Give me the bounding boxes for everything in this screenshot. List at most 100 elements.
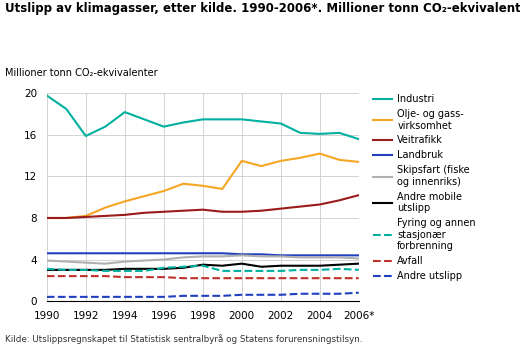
Industri: [278, 121, 284, 126]
Skipsfart (fiske
og innenriks): [336, 255, 343, 260]
Andre mobile
utslipp: [180, 266, 187, 270]
Skipsfart (fiske
og innenriks): [161, 257, 167, 262]
Industri: [102, 125, 109, 129]
Veitrafikk: [297, 204, 304, 209]
Andre mobile
utslipp: [102, 268, 109, 272]
Andre mobile
utslipp: [258, 265, 265, 269]
Andre mobile
utslipp: [122, 267, 128, 271]
Fyring og annen
stasjonær
forbrenning: [278, 269, 284, 273]
Andre utslipp: [297, 292, 304, 296]
Olje- og gass-
virksomhet: [219, 187, 226, 191]
Industri: [180, 120, 187, 125]
Line: Industri: Industri: [47, 95, 359, 139]
Andre utslipp: [83, 295, 89, 299]
Text: Millioner tonn CO₂-ekvivalenter: Millioner tonn CO₂-ekvivalenter: [5, 68, 158, 78]
Andre mobile
utslipp: [278, 264, 284, 268]
Landbruk: [356, 253, 362, 257]
Andre mobile
utslipp: [83, 268, 89, 272]
Olje- og gass-
virksomhet: [122, 199, 128, 203]
Skipsfart (fiske
og innenriks): [297, 255, 304, 260]
Olje- og gass-
virksomhet: [200, 184, 206, 188]
Veitrafikk: [336, 198, 343, 202]
Fyring og annen
stasjonær
forbrenning: [258, 269, 265, 273]
Avfall: [317, 276, 323, 280]
Andre mobile
utslipp: [200, 263, 206, 267]
Avfall: [83, 274, 89, 278]
Fyring og annen
stasjonær
forbrenning: [83, 268, 89, 272]
Landbruk: [317, 253, 323, 257]
Olje- og gass-
virksomhet: [317, 152, 323, 156]
Fyring og annen
stasjonær
forbrenning: [161, 266, 167, 270]
Industri: [219, 117, 226, 121]
Industri: [122, 110, 128, 114]
Fyring og annen
stasjonær
forbrenning: [102, 269, 109, 273]
Veitrafikk: [161, 210, 167, 214]
Andre utslipp: [219, 294, 226, 298]
Veitrafikk: [200, 208, 206, 212]
Industri: [83, 134, 89, 138]
Andre utslipp: [336, 292, 343, 296]
Andre mobile
utslipp: [239, 262, 245, 266]
Landbruk: [141, 251, 148, 255]
Industri: [63, 107, 70, 111]
Industri: [200, 117, 206, 121]
Skipsfart (fiske
og innenriks): [122, 260, 128, 264]
Andre utslipp: [278, 293, 284, 297]
Industri: [141, 117, 148, 121]
Veitrafikk: [83, 215, 89, 219]
Olje- og gass-
virksomhet: [180, 182, 187, 186]
Avfall: [200, 276, 206, 280]
Line: Landbruk: Landbruk: [47, 253, 359, 255]
Industri: [239, 117, 245, 121]
Andre mobile
utslipp: [297, 264, 304, 268]
Skipsfart (fiske
og innenriks): [180, 255, 187, 260]
Andre mobile
utslipp: [317, 264, 323, 268]
Avfall: [278, 276, 284, 280]
Veitrafikk: [356, 193, 362, 197]
Line: Fyring og annen
stasjonær
forbrenning: Fyring og annen stasjonær forbrenning: [47, 266, 359, 271]
Fyring og annen
stasjonær
forbrenning: [297, 268, 304, 272]
Olje- og gass-
virksomhet: [44, 216, 50, 220]
Industri: [44, 93, 50, 98]
Landbruk: [258, 252, 265, 256]
Andre utslipp: [356, 291, 362, 295]
Veitrafikk: [44, 216, 50, 220]
Skipsfart (fiske
og innenriks): [239, 253, 245, 257]
Landbruk: [297, 253, 304, 257]
Line: Skipsfart (fiske
og innenriks): Skipsfart (fiske og innenriks): [47, 255, 359, 264]
Industri: [317, 132, 323, 136]
Industri: [297, 131, 304, 135]
Avfall: [219, 276, 226, 280]
Fyring og annen
stasjonær
forbrenning: [63, 268, 70, 272]
Veitrafikk: [278, 207, 284, 211]
Fyring og annen
stasjonær
forbrenning: [356, 268, 362, 272]
Avfall: [122, 275, 128, 279]
Skipsfart (fiske
og innenriks): [102, 262, 109, 266]
Andre utslipp: [44, 295, 50, 299]
Olje- og gass-
virksomhet: [336, 158, 343, 162]
Avfall: [44, 274, 50, 278]
Avfall: [102, 274, 109, 278]
Line: Andre mobile
utslipp: Andre mobile utslipp: [47, 264, 359, 270]
Avfall: [161, 275, 167, 279]
Olje- og gass-
virksomhet: [258, 164, 265, 168]
Fyring og annen
stasjonær
forbrenning: [141, 269, 148, 273]
Olje- og gass-
virksomhet: [141, 194, 148, 198]
Veitrafikk: [63, 216, 70, 220]
Andre utslipp: [317, 292, 323, 296]
Skipsfart (fiske
og innenriks): [258, 254, 265, 258]
Landbruk: [122, 251, 128, 255]
Andre utslipp: [63, 295, 70, 299]
Fyring og annen
stasjonær
forbrenning: [44, 267, 50, 271]
Skipsfart (fiske
og innenriks): [44, 258, 50, 263]
Olje- og gass-
virksomhet: [102, 206, 109, 210]
Andre mobile
utslipp: [219, 264, 226, 268]
Andre mobile
utslipp: [336, 263, 343, 267]
Olje- og gass-
virksomhet: [297, 156, 304, 160]
Andre utslipp: [102, 295, 109, 299]
Fyring og annen
stasjonær
forbrenning: [200, 264, 206, 268]
Landbruk: [161, 251, 167, 255]
Text: Kilde: Utslippsregnskapet til Statistisk sentralbyrå og Statens forurensningstil: Kilde: Utslippsregnskapet til Statistisk…: [5, 334, 362, 344]
Skipsfart (fiske
og innenriks): [141, 258, 148, 263]
Veitrafikk: [258, 209, 265, 213]
